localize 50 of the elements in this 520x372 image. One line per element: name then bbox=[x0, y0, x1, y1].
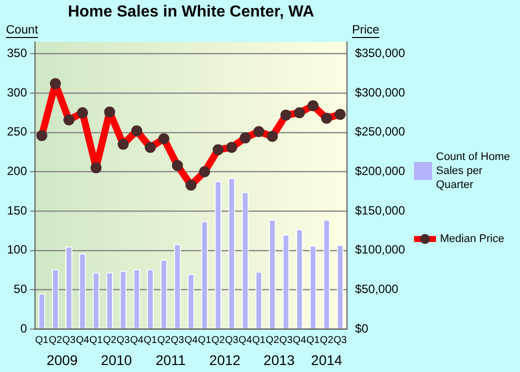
x-tick-label: Q4 bbox=[238, 334, 252, 346]
y2-tick-label: $100,000 bbox=[354, 242, 406, 257]
x-tick-label: Q2 bbox=[320, 334, 334, 346]
y2-tick-label: $0 bbox=[354, 321, 369, 336]
x-tick-label: Q2 bbox=[48, 334, 62, 346]
legend-label: Count of Home Sales per Quarter bbox=[436, 150, 511, 192]
text: 2014 bbox=[311, 352, 342, 368]
x-tick-label: Q1 bbox=[35, 334, 49, 346]
y-tick-label: 250 bbox=[6, 124, 28, 139]
y-tick-label: 100 bbox=[6, 242, 28, 257]
x-tick-label: Q4 bbox=[76, 334, 90, 346]
x-tick-label: Q4 bbox=[184, 334, 198, 346]
x-tick-label: Q4 bbox=[130, 334, 144, 346]
text: 2013 bbox=[264, 352, 295, 368]
legend-label: Median Price bbox=[440, 232, 504, 246]
y-tick-label: 300 bbox=[6, 85, 28, 100]
text: 2010 bbox=[100, 352, 132, 368]
x-tick-label: Q1 bbox=[306, 334, 320, 346]
y-tick-label: 350 bbox=[6, 46, 28, 60]
x-tick-label: Q3 bbox=[225, 334, 239, 346]
x-tick-label: Q3 bbox=[333, 334, 348, 346]
y2-tick-label: $50,000 bbox=[354, 282, 399, 296]
y-axis-title: Count bbox=[6, 22, 39, 36]
y-tick-label: 150 bbox=[6, 203, 28, 218]
y2-tick-label: $200,000 bbox=[354, 164, 406, 178]
x-tick-label: Q2 bbox=[266, 334, 280, 346]
text: 2011 bbox=[156, 352, 186, 368]
y2-axis-title: Price bbox=[352, 22, 380, 36]
y2-tick-label: $150,000 bbox=[354, 203, 406, 218]
x-tick-label: Q2 bbox=[102, 334, 117, 346]
y2-tick-label: $350,000 bbox=[354, 46, 406, 60]
y-tick-label: 50 bbox=[14, 282, 28, 296]
chart-title: Home Sales in White Center, WA bbox=[68, 3, 315, 20]
x-tick-label: Q3 bbox=[62, 334, 76, 346]
x-tick-label: Q2 bbox=[211, 334, 226, 346]
x-tick-label: Q1 bbox=[252, 334, 266, 346]
x-tick-label: Q3 bbox=[279, 334, 294, 346]
y-tick-label: 200 bbox=[6, 164, 28, 178]
x-tick-label: Q3 bbox=[116, 334, 130, 346]
text: 2012 bbox=[209, 352, 241, 368]
x-tick-label: Q4 bbox=[292, 334, 307, 346]
x-tick-label: Q1 bbox=[89, 334, 104, 346]
x-tick-label: Q2 bbox=[157, 334, 171, 346]
y2-tick-label: $300,000 bbox=[354, 85, 406, 100]
x-tick-label: Q1 bbox=[198, 334, 212, 346]
x-tick-label: Q1 bbox=[144, 334, 158, 346]
x-tick-label: Q3 bbox=[170, 334, 185, 346]
y2-tick-label: $250,000 bbox=[354, 124, 406, 139]
y-tick-label: 0 bbox=[20, 321, 28, 336]
text: 2009 bbox=[46, 352, 78, 368]
